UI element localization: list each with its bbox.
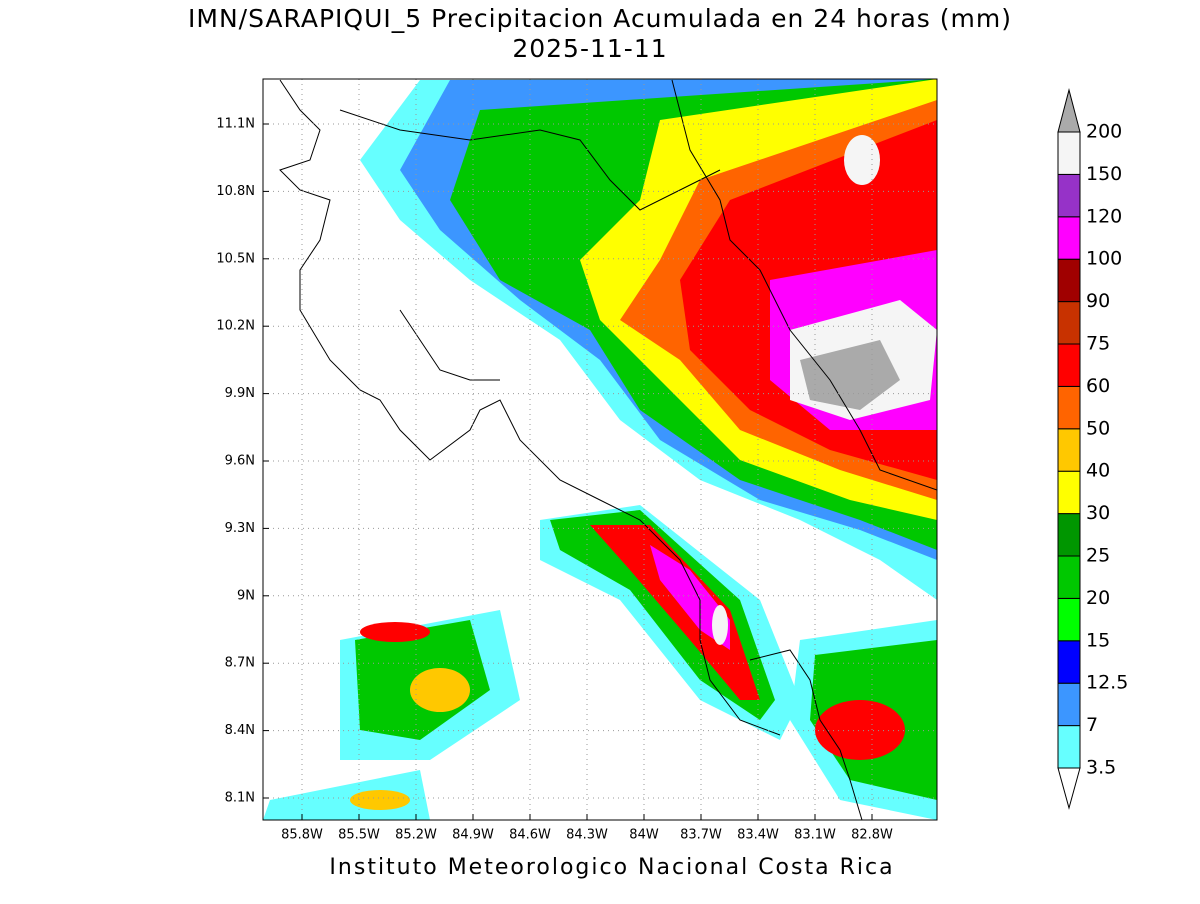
colorbar-segment — [1057, 428, 1081, 472]
y-tick-label: 10.8N — [216, 184, 255, 199]
subtitle: 2025-11-11 — [512, 34, 667, 63]
x-tick-label: 84.3W — [566, 828, 608, 843]
x-tick-label: 83.4W — [737, 828, 779, 843]
y-tick-label: 9.6N — [225, 454, 255, 469]
graticule: 85.8W 85.5W 85.2W 84.9W 84.6W 84.3W 84W 83.7W 83… — [216, 79, 937, 843]
colorbar-segment — [1057, 173, 1081, 218]
colorbar-label: 25 — [1086, 545, 1110, 567]
colorbar-segment — [1057, 343, 1081, 387]
x-tick-label: 82.8W — [851, 828, 893, 843]
x-tick-label: 83.7W — [680, 828, 722, 843]
colorbar-segment — [1057, 555, 1081, 599]
colorbar-label: 3.5 — [1086, 757, 1116, 779]
colorbar-label: 7 — [1086, 714, 1098, 736]
title: IMN/SARAPIQUI_5 Precipitacion Acumulada … — [188, 4, 1012, 33]
colorbar-label: 100 — [1086, 248, 1122, 270]
colorbar-label: 200 — [1086, 121, 1122, 143]
colorbar-label: 50 — [1086, 417, 1110, 439]
y-tick-label: 10.2N — [216, 319, 255, 334]
map-frame — [262, 78, 938, 821]
colorbar-segment — [1057, 216, 1081, 260]
colorbar-label: 75 — [1086, 333, 1110, 355]
x-tick-label: 84.6W — [509, 828, 551, 843]
colorbar-under — [1057, 767, 1081, 810]
colorbar-segment — [1057, 258, 1081, 303]
coastline — [279, 79, 937, 820]
y-tick-label: 10.5N — [216, 251, 255, 266]
colorbar-segment — [1057, 385, 1081, 430]
colorbar-segment — [1057, 640, 1081, 684]
y-tick-label: 8.1N — [225, 791, 255, 806]
y-tick-label: 9N — [237, 588, 255, 603]
y-tick-label: 11.1N — [216, 117, 255, 132]
colorbar-label: 30 — [1086, 502, 1110, 524]
colorbar-label: 15 — [1086, 629, 1110, 651]
colorbar-label: 20 — [1086, 587, 1110, 609]
y-tick-label: 9.3N — [225, 521, 255, 536]
colorbar: 3.5 7 12.5 15 20 25 30 40 50 60 75 90 100 120 150 200 — [1057, 88, 1128, 810]
colorbar-segment — [1057, 682, 1081, 727]
colorbar-segment — [1057, 725, 1081, 769]
colorbar-label: 120 — [1086, 205, 1122, 227]
colorbar-segment — [1057, 301, 1081, 345]
colorbar-over — [1057, 88, 1081, 133]
x-tick-label: 83.1W — [794, 828, 836, 843]
colorbar-segment — [1057, 597, 1081, 642]
x-tick-label: 85.8W — [281, 828, 323, 843]
colorbar-segment — [1057, 131, 1081, 175]
colorbar-segment — [1057, 470, 1081, 515]
precip-field — [263, 79, 937, 820]
x-tick-label: 84W — [629, 828, 659, 843]
y-tick-label: 9.9N — [225, 386, 255, 401]
colorbar-label: 40 — [1086, 460, 1110, 482]
colorbar-label: 150 — [1086, 163, 1122, 185]
colorbar-segment — [1057, 513, 1081, 557]
colorbar-label: 60 — [1086, 375, 1110, 397]
colorbar-label: 12.5 — [1086, 672, 1128, 694]
x-tick-label: 85.2W — [395, 828, 437, 843]
colorbar-label: 90 — [1086, 290, 1110, 312]
y-tick-label: 8.4N — [225, 723, 255, 738]
y-tick-label: 8.7N — [225, 656, 255, 671]
x-tick-label: 85.5W — [338, 828, 380, 843]
footer: Instituto Meteorologico Nacional Costa R… — [329, 855, 894, 880]
x-tick-label: 84.9W — [452, 828, 494, 843]
